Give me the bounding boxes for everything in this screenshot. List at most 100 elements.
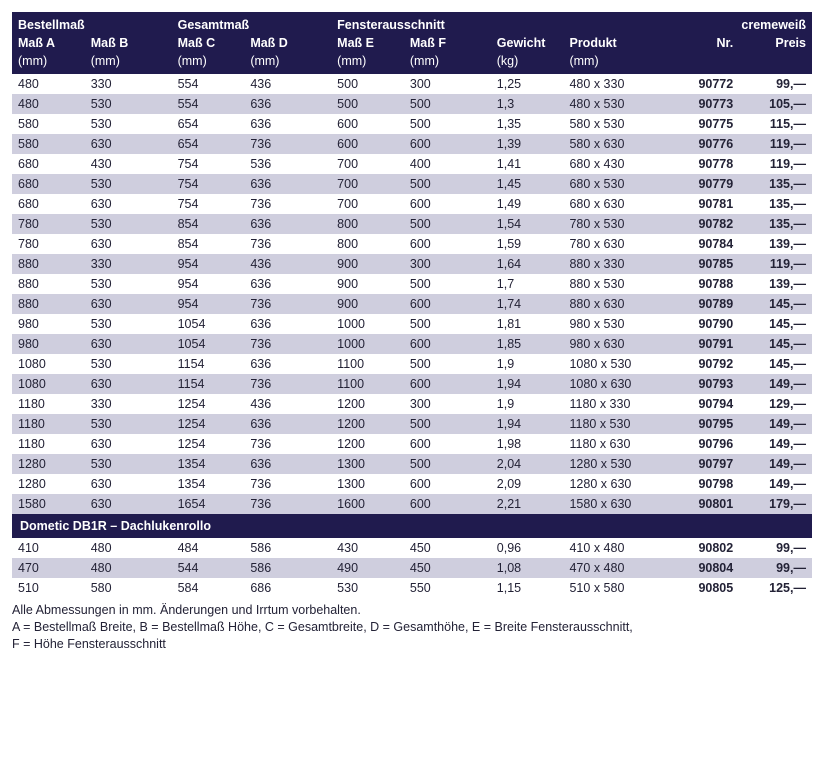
cell: 880 x 530 xyxy=(563,274,666,294)
cell: 780 xyxy=(12,234,85,254)
cell: 1254 xyxy=(172,394,245,414)
cell: 1100 xyxy=(331,374,404,394)
cell: 436 xyxy=(244,394,331,414)
cell: 600 xyxy=(404,494,491,514)
cell: 1054 xyxy=(172,334,245,354)
cell: 580 x 530 xyxy=(563,114,666,134)
column-unit xyxy=(667,52,740,74)
table-row: 1580630165473616006002,211580 x 63090801… xyxy=(12,494,812,514)
cell: 580 xyxy=(12,134,85,154)
column-header: Maß B xyxy=(85,34,172,52)
cell: 630 xyxy=(85,434,172,454)
cell: 470 xyxy=(12,558,85,578)
cell: 1080 x 630 xyxy=(563,374,666,394)
cell: 300 xyxy=(404,254,491,274)
cell: 139,— xyxy=(739,234,812,254)
cell: 580 xyxy=(85,578,172,598)
cell: 636 xyxy=(244,114,331,134)
table-row: 980530105463610005001,81980 x 5309079014… xyxy=(12,314,812,334)
cell: 500 xyxy=(404,94,491,114)
table-header: BestellmaßGesamtmaßFensterausschnittcrem… xyxy=(12,12,812,74)
cell: 980 x 530 xyxy=(563,314,666,334)
cell: 300 xyxy=(404,74,491,94)
cell: 580 xyxy=(12,114,85,134)
cell: 780 xyxy=(12,214,85,234)
cell: 480 x 330 xyxy=(563,74,666,94)
footnotes: Alle Abmessungen in mm. Änderungen und I… xyxy=(12,598,812,653)
cell: 736 xyxy=(244,434,331,454)
cell: 436 xyxy=(244,254,331,274)
cell: 736 xyxy=(244,334,331,354)
table-row: 1180530125463612005001,941180 x 53090795… xyxy=(12,414,812,434)
cell: 600 xyxy=(404,374,491,394)
cell: 636 xyxy=(244,414,331,434)
cell: 654 xyxy=(172,114,245,134)
cell: 600 xyxy=(404,234,491,254)
cell: 1,9 xyxy=(491,394,564,414)
column-unit: (kg) xyxy=(491,52,564,74)
cell: 630 xyxy=(85,234,172,254)
cell: 636 xyxy=(244,94,331,114)
table-row: 1180630125473612006001,981180 x 63090796… xyxy=(12,434,812,454)
cell: 2,21 xyxy=(491,494,564,514)
cell: 586 xyxy=(244,558,331,578)
cell: 736 xyxy=(244,474,331,494)
cell: 149,— xyxy=(739,414,812,434)
cell: 1000 xyxy=(331,334,404,354)
cell: 90793 xyxy=(667,374,740,394)
cell: 630 xyxy=(85,494,172,514)
product-table: BestellmaßGesamtmaßFensterausschnittcrem… xyxy=(12,12,812,598)
column-header: Maß A xyxy=(12,34,85,52)
cell: 99,— xyxy=(739,538,812,558)
cell: 139,— xyxy=(739,274,812,294)
cell: 450 xyxy=(404,538,491,558)
cell: 636 xyxy=(244,274,331,294)
cell: 736 xyxy=(244,234,331,254)
cell: 430 xyxy=(85,154,172,174)
cell: 90789 xyxy=(667,294,740,314)
cell: 500 xyxy=(404,354,491,374)
group-header: Fensterausschnitt xyxy=(331,12,491,34)
cell: 680 x 530 xyxy=(563,174,666,194)
cell: 115,— xyxy=(739,114,812,134)
cell: 880 xyxy=(12,274,85,294)
cell: 880 xyxy=(12,254,85,274)
cell: 800 xyxy=(331,214,404,234)
cell: 530 xyxy=(85,174,172,194)
table-row: 4803305544365003001,25480 x 3309077299,— xyxy=(12,74,812,94)
cell: 900 xyxy=(331,274,404,294)
table-row: 1180330125443612003001,91180 x 330907941… xyxy=(12,394,812,414)
cell: 480 x 530 xyxy=(563,94,666,114)
cell: 954 xyxy=(172,254,245,274)
cell: 90802 xyxy=(667,538,740,558)
table-row: 980630105473610006001,85980 x 6309079114… xyxy=(12,334,812,354)
cell: 530 xyxy=(85,274,172,294)
cell: 636 xyxy=(244,214,331,234)
cell: 149,— xyxy=(739,474,812,494)
cell: 1200 xyxy=(331,434,404,454)
cell: 149,— xyxy=(739,434,812,454)
cell: 99,— xyxy=(739,558,812,578)
cell: 630 xyxy=(85,474,172,494)
cell: 1180 x 330 xyxy=(563,394,666,414)
cell: 600 xyxy=(404,434,491,454)
cell: 654 xyxy=(172,134,245,154)
cell: 780 x 530 xyxy=(563,214,666,234)
cell: 536 xyxy=(244,154,331,174)
cell: 1254 xyxy=(172,414,245,434)
table-row: 8805309546369005001,7880 x 53090788139,— xyxy=(12,274,812,294)
cell: 736 xyxy=(244,294,331,314)
cell: 736 xyxy=(244,374,331,394)
cell: 410 x 480 xyxy=(563,538,666,558)
cell: 1180 xyxy=(12,434,85,454)
cell: 1580 x 630 xyxy=(563,494,666,514)
cell: 500 xyxy=(331,94,404,114)
cell: 500 xyxy=(404,454,491,474)
group-header: Bestellmaß xyxy=(12,12,172,34)
cell: 90804 xyxy=(667,558,740,578)
cell: 780 x 630 xyxy=(563,234,666,254)
cell: 530 xyxy=(85,454,172,474)
cell: 736 xyxy=(244,494,331,514)
cell: 586 xyxy=(244,538,331,558)
column-unit: (mm) xyxy=(12,52,85,74)
